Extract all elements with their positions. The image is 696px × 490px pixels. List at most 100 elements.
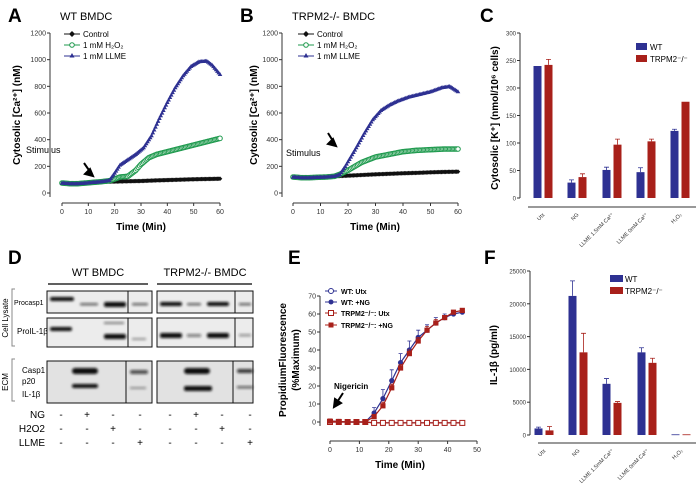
y-tick-label: 50 <box>509 169 516 175</box>
x-tick-label: 60 <box>216 209 224 216</box>
x-tick-label: 20 <box>344 209 352 216</box>
data-point <box>380 403 386 409</box>
data-point <box>432 419 439 426</box>
blot-row-p20: p20 <box>22 377 36 386</box>
data-point <box>379 419 386 426</box>
category-label: NG <box>570 212 580 222</box>
data-point <box>389 385 395 391</box>
error-bar <box>649 138 654 142</box>
data-point <box>115 166 120 171</box>
legend-marker-llme <box>69 53 75 58</box>
data-point <box>338 170 344 174</box>
error-bar <box>546 59 551 65</box>
data-point <box>441 419 448 426</box>
data-point <box>347 157 352 161</box>
data-point <box>151 127 157 132</box>
data-point <box>358 138 363 142</box>
legend-trpm2-ng: TRPM2⁻/⁻: +NG <box>341 323 393 330</box>
legend-llme: 1 mM LLME <box>83 52 126 61</box>
legend-swatch-wt <box>610 275 623 282</box>
blot-section-ecm: ECM <box>1 373 10 391</box>
bar-trpm2 <box>544 64 553 199</box>
data-point <box>389 378 395 384</box>
data-point <box>362 419 368 425</box>
treatment-sign: + <box>84 410 90 421</box>
x-tick-label: 50 <box>473 447 481 454</box>
x-tick-label: 30 <box>137 209 145 216</box>
chart-a-ylabel: Cytosolic [Ca²⁺] (nM) <box>12 65 23 165</box>
treatment-sign: - <box>85 438 88 449</box>
data-point <box>166 97 171 102</box>
chart-e-xlabel: Time (Min) <box>375 460 425 471</box>
data-point <box>351 150 356 154</box>
chart-e-legend: WT: Utx WT: +NG TRPM2⁻/⁻: Utx TRPM2⁻/⁻: … <box>325 288 393 330</box>
bracket-cell-lysate <box>11 288 15 347</box>
y-tick-label: 600 <box>34 111 46 118</box>
y-tick-label: 250 <box>506 59 517 65</box>
y-tick-label: 300 <box>506 32 517 38</box>
bar-trpm2 <box>579 352 588 435</box>
data-point <box>340 168 345 172</box>
treatment-sign: - <box>59 410 62 421</box>
treatment-sign: + <box>219 424 225 435</box>
chart-c-ylabel: Cytosolic [K⁺] (nmol/10⁶ cells) <box>490 46 501 190</box>
treatment-sign: + <box>137 438 143 449</box>
data-point <box>369 119 374 124</box>
chart-b-stimulus-arrow <box>326 132 338 148</box>
y-tick-label: 1200 <box>262 31 278 38</box>
category-label: H₂O₂ <box>670 212 683 225</box>
data-point <box>147 135 153 140</box>
bar-wt <box>670 130 679 198</box>
data-point <box>406 419 413 426</box>
y-tick-label: 1200 <box>30 31 46 38</box>
data-point <box>371 419 378 426</box>
data-point <box>174 83 179 88</box>
treatment-sign: - <box>194 424 197 435</box>
data-point <box>455 146 461 152</box>
legend-h2o2: 1 mM H₂O₂ <box>83 41 123 50</box>
data-point <box>359 135 365 140</box>
y-tick-label: 1000 <box>262 57 278 64</box>
data-point <box>142 143 148 148</box>
chart-a-legend: Control 1 mM H₂O₂ 1 mM LLME <box>64 30 126 61</box>
legend-swatch-wt <box>636 43 647 50</box>
data-point <box>371 414 377 420</box>
x-tick-label: 30 <box>414 447 422 454</box>
data-point <box>146 137 152 142</box>
panel-label-a: A <box>8 6 22 27</box>
y-tick-label: 25000 <box>509 270 526 276</box>
x-tick-label: 40 <box>163 209 171 216</box>
chart-b-legend: Control 1 mM H₂O₂ 1 mM LLME <box>298 30 360 61</box>
treatment-sign: - <box>194 438 197 449</box>
bracket-ecm <box>11 358 15 402</box>
error-bar <box>604 166 609 170</box>
y-tick-label: 5000 <box>513 401 527 407</box>
data-point <box>356 140 362 145</box>
legend-wt: WT <box>650 43 663 52</box>
data-point <box>353 145 359 150</box>
bar-wt <box>637 352 646 435</box>
data-point <box>168 92 174 97</box>
data-point <box>349 152 355 157</box>
x-tick-label: 20 <box>385 447 393 454</box>
error-bar <box>569 179 574 183</box>
treatment-sign: - <box>168 424 171 435</box>
error-bar <box>650 357 655 363</box>
chart-a-xlabel: Time (Min) <box>116 222 166 233</box>
data-point <box>364 126 370 131</box>
legend-wt: WT <box>625 275 638 284</box>
x-tick-label: 0 <box>60 209 64 216</box>
y-tick-label: 0 <box>513 197 517 203</box>
legend-trpm2-utx: TRPM2⁻/⁻: Utx <box>341 311 390 318</box>
data-point <box>366 124 371 128</box>
y-tick-label: 40 <box>308 348 316 355</box>
y-tick-label: 0 <box>523 434 527 440</box>
data-point <box>348 154 354 159</box>
chart-b-xlabel: Time (Min) <box>350 222 400 233</box>
treatment-sign: - <box>138 424 141 435</box>
error-bar <box>672 128 677 131</box>
data-point <box>450 419 457 426</box>
y-tick-label: 200 <box>34 164 46 171</box>
x-tick-label: 0 <box>328 447 332 454</box>
category-label: LLME 0mM Ca²⁺ <box>616 447 650 481</box>
